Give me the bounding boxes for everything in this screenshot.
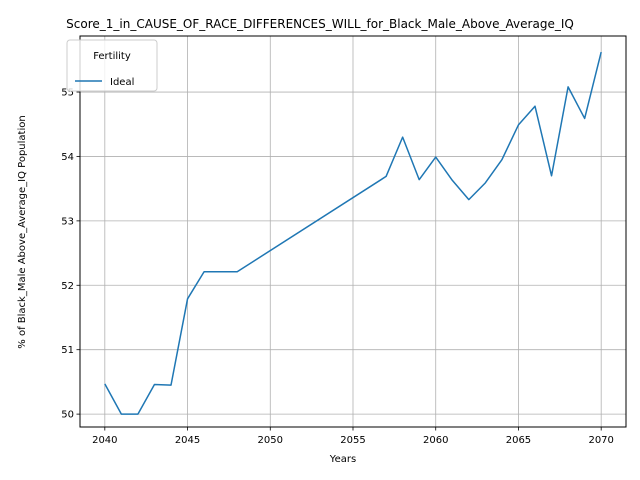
y-tick-label: 50: [61, 410, 74, 421]
x-axis-label: Years: [329, 454, 356, 465]
legend: Fertility Ideal: [66, 39, 158, 92]
x-tick-label: 2055: [340, 435, 365, 446]
x-tick-label: 2065: [506, 435, 531, 446]
chart-title: Score_1_in_CAUSE_OF_RACE_DIFFERENCES_WIL…: [66, 17, 574, 31]
y-tick-label: 51: [61, 345, 74, 356]
series-layer: [104, 51, 602, 415]
legend-box: [66, 39, 158, 92]
tick-layer: 2040 2045 2050 2055 2060 2065 2070 50 51 52 53 54 55: [61, 88, 614, 446]
series-line-ideal: [104, 51, 602, 415]
x-tick-label: 2060: [423, 435, 448, 446]
x-tick-label: 2070: [588, 435, 613, 446]
x-tick-label: 2050: [258, 435, 283, 446]
y-axis-label: % of Black_Male Above_Average_IQ Populat…: [17, 115, 28, 348]
legend-label-ideal: Ideal: [110, 77, 134, 88]
y-tick-label: 54: [61, 152, 74, 163]
y-tick-label: 52: [61, 281, 74, 292]
y-tick-label: 55: [61, 88, 74, 99]
legend-title: Fertility: [93, 51, 131, 62]
x-tick-label: 2040: [92, 435, 117, 446]
y-tick-label: 53: [61, 216, 74, 227]
x-tick-label: 2045: [175, 435, 200, 446]
grid-layer: [80, 36, 626, 427]
